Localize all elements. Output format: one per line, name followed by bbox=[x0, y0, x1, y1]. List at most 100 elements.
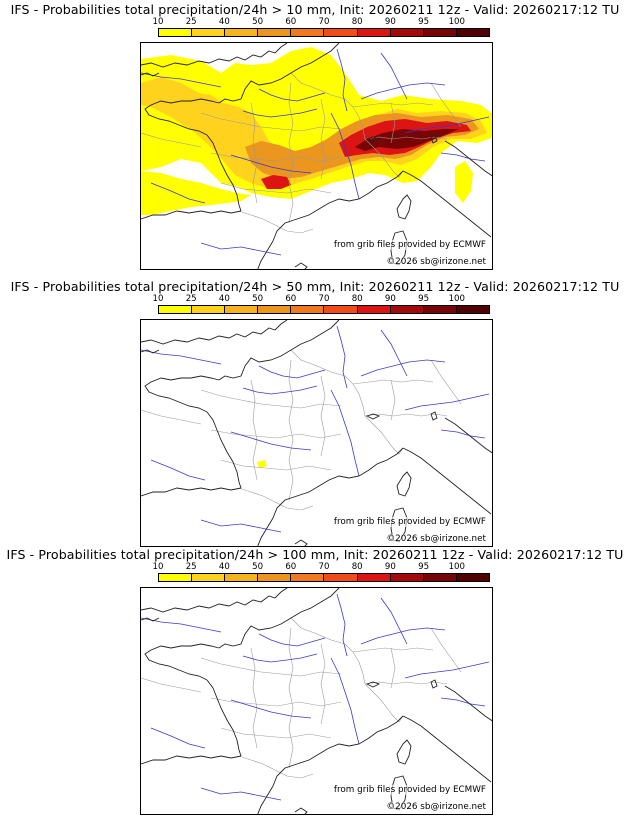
probability-map: from grib files provided by ECMWF ©2026 … bbox=[140, 587, 493, 815]
base-map bbox=[141, 320, 492, 546]
coastline bbox=[290, 320, 340, 351]
colorbar-swatch bbox=[324, 306, 358, 313]
admin-border bbox=[288, 627, 294, 769]
credit-copyright: ©2026 sb@irizone.net bbox=[386, 802, 486, 812]
coastline bbox=[218, 349, 292, 381]
admin-border bbox=[210, 429, 342, 439]
colorbar-tick-label: 25 bbox=[185, 17, 197, 27]
coastline bbox=[272, 170, 404, 242]
coastline bbox=[141, 43, 288, 68]
colorbar-tick-label: 100 bbox=[448, 17, 465, 27]
map-svg bbox=[141, 43, 492, 269]
admin-border bbox=[430, 359, 462, 405]
colorbar-swatch bbox=[390, 306, 424, 313]
river bbox=[380, 329, 408, 377]
coastline bbox=[272, 715, 404, 787]
river bbox=[380, 597, 408, 645]
coastline bbox=[430, 679, 438, 689]
colorbar-tick-label: 80 bbox=[351, 562, 363, 572]
coastline bbox=[257, 785, 274, 814]
colorbar-swatch bbox=[291, 574, 325, 581]
panel-title: IFS - Probabilities total precipitation/… bbox=[10, 2, 620, 17]
coastline bbox=[257, 240, 274, 269]
colorbar-swatch bbox=[192, 29, 226, 36]
admin-border bbox=[141, 409, 202, 425]
river bbox=[150, 727, 206, 749]
river bbox=[404, 661, 490, 679]
admin-border bbox=[250, 379, 258, 481]
colorbar-ticks: 10 25 40 50 60 70 80 90 95 100 bbox=[153, 294, 490, 304]
admin-border bbox=[364, 415, 404, 455]
admin-border bbox=[364, 681, 448, 685]
river bbox=[150, 182, 206, 204]
river bbox=[380, 52, 408, 100]
panel-10mm: IFS - Probabilities total precipitation/… bbox=[0, 2, 630, 272]
colorbar-tick-label: 10 bbox=[152, 562, 164, 572]
admin-border bbox=[352, 102, 434, 108]
coastline bbox=[365, 681, 381, 688]
admin-border bbox=[200, 657, 342, 677]
coastline bbox=[290, 43, 340, 74]
river bbox=[230, 154, 312, 174]
credit-copyright: ©2026 sb@irizone.net bbox=[386, 534, 486, 544]
river bbox=[242, 385, 318, 395]
coastline bbox=[396, 194, 412, 220]
coastline bbox=[396, 739, 412, 765]
colorbar-swatch bbox=[456, 29, 489, 36]
admin-border bbox=[364, 136, 448, 140]
credit-source: from grib files provided by ECMWF bbox=[333, 517, 486, 527]
colorbar-swatch bbox=[159, 574, 193, 581]
base-map bbox=[141, 588, 492, 814]
colorbar-swatch bbox=[357, 29, 391, 36]
colorbar-swatch bbox=[324, 29, 358, 36]
colorbar-swatch bbox=[159, 306, 193, 313]
admin-border bbox=[364, 683, 404, 723]
coastline bbox=[402, 447, 492, 515]
admin-border bbox=[238, 210, 314, 234]
colorbar-swatches bbox=[158, 28, 490, 37]
coastline bbox=[141, 349, 160, 354]
colorbar-tick-label: 80 bbox=[351, 17, 363, 27]
precip-area-80 bbox=[261, 175, 291, 189]
admin-border bbox=[200, 389, 342, 409]
colorbar-swatch bbox=[357, 306, 391, 313]
admin-border bbox=[430, 627, 462, 673]
colorbar-tick-label: 40 bbox=[218, 294, 230, 304]
colorbar-tick-label: 10 bbox=[152, 17, 164, 27]
admin-border bbox=[430, 82, 462, 128]
precip-area-95 bbox=[355, 129, 459, 151]
coastline bbox=[141, 320, 288, 345]
coastline bbox=[294, 539, 308, 546]
colorbar-tick-label: 95 bbox=[418, 562, 430, 572]
river bbox=[330, 657, 360, 745]
admin-border bbox=[200, 112, 342, 132]
river bbox=[440, 697, 486, 707]
coastline bbox=[206, 411, 242, 489]
colorbar-tick-label: 50 bbox=[252, 294, 264, 304]
colorbar-swatches bbox=[158, 573, 490, 582]
admin-border bbox=[220, 459, 332, 471]
admin-border bbox=[238, 755, 314, 779]
colorbar-swatch bbox=[192, 574, 226, 581]
colorbar-swatch bbox=[225, 306, 259, 313]
coastline bbox=[141, 487, 242, 497]
colorbar-tick-label: 10 bbox=[152, 294, 164, 304]
colorbar-tick-label: 40 bbox=[218, 17, 230, 27]
river bbox=[230, 699, 312, 719]
colorbar-tick-label: 25 bbox=[185, 294, 197, 304]
colorbar-tick-label: 80 bbox=[351, 294, 363, 304]
coastline bbox=[444, 685, 492, 722]
coastline bbox=[396, 471, 412, 497]
colorbar-swatch bbox=[423, 574, 457, 581]
coastline bbox=[144, 375, 220, 413]
colorbar-tick-label: 50 bbox=[252, 562, 264, 572]
admin-border bbox=[210, 152, 342, 162]
admin-border bbox=[220, 727, 332, 739]
river bbox=[258, 88, 326, 102]
admin-border bbox=[288, 359, 294, 501]
admin-border bbox=[141, 132, 202, 148]
precip-area-10 bbox=[257, 460, 267, 468]
river bbox=[200, 787, 282, 801]
river bbox=[440, 152, 486, 162]
admin-border bbox=[320, 643, 326, 725]
